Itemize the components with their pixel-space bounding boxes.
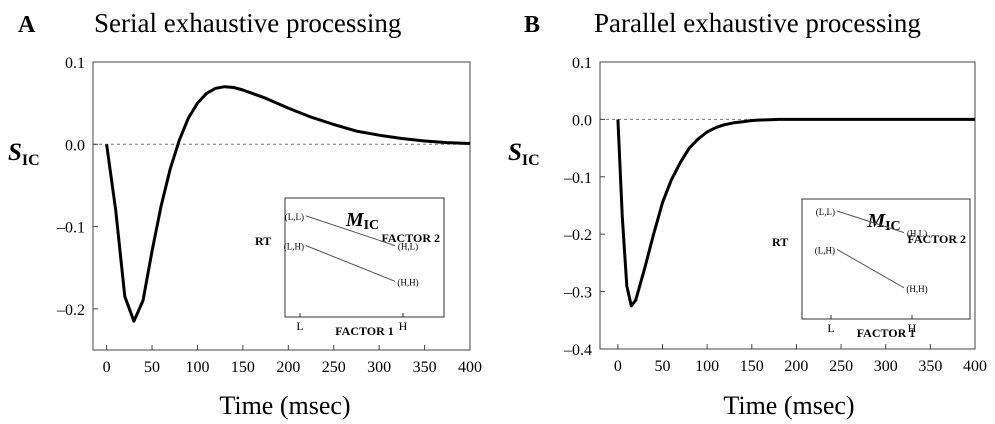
inset-interaction-line: [836, 248, 905, 289]
panel-parallel: B Parallel exhaustive processing SIC Tim…: [498, 0, 995, 424]
inset-legend-label: FACTOR 2: [381, 231, 440, 245]
x-tick-label: 300: [874, 358, 898, 375]
x-axis-label: Time (msec): [219, 391, 350, 420]
inset-x-tick-label: H: [908, 321, 917, 335]
inset-x-label: FACTOR 1: [335, 324, 394, 338]
x-tick-label: 0: [103, 359, 111, 376]
inset-interaction-line: [305, 245, 396, 282]
plot-frame: [92, 61, 471, 351]
inset-x-tick-label: H: [399, 319, 408, 333]
panel-serial: A Serial exhaustive processing SIC Time …: [8, 8, 482, 420]
inset-interaction-line: [836, 210, 905, 234]
inset-legend-label: FACTOR 2: [907, 232, 966, 246]
y-tick-label: –0.2: [563, 227, 592, 244]
inset-x-label: FACTOR 1: [857, 326, 916, 340]
panel-letter: A: [18, 12, 36, 38]
inset-interaction-line: [305, 215, 396, 247]
inset-x-tick-label: L: [296, 319, 303, 333]
sic-chart-serial: A Serial exhaustive processing SIC Time …: [8, 8, 482, 420]
inset-point-label: (L,L): [816, 207, 835, 217]
y-tick-label: –0.3: [563, 285, 592, 302]
chart-title: Parallel exhaustive processing: [594, 8, 921, 38]
x-tick-label: 150: [231, 359, 255, 376]
x-tick-label: 50: [655, 358, 671, 375]
x-tick-label: 200: [784, 358, 808, 375]
x-tick-label: 100: [185, 359, 209, 376]
x-tick-label: 150: [740, 358, 764, 375]
inset-point-label: (L,H): [815, 245, 835, 255]
y-tick-label: –0.4: [563, 342, 592, 359]
inset-y-label: RT: [255, 234, 271, 248]
y-tick-label: –0.1: [563, 170, 592, 187]
x-tick-label: 250: [322, 359, 346, 376]
inset-y-label: RT: [772, 235, 788, 249]
y-tick-label: –0.2: [56, 302, 85, 319]
x-tick-label: 50: [144, 359, 160, 376]
inset-frame: [284, 197, 445, 318]
chart-title: Serial exhaustive processing: [94, 8, 401, 38]
sic-curve: [105, 85, 471, 323]
y-tick-label: 0.0: [572, 112, 592, 129]
x-tick-label: 100: [695, 358, 719, 375]
inset-frame: [801, 198, 971, 320]
y-tick-label: 0.1: [65, 55, 85, 72]
inset-point-label: (L,H): [284, 242, 304, 252]
x-tick-label: 0: [614, 358, 622, 375]
plot-frame: [599, 61, 976, 350]
x-tick-label: 400: [963, 358, 987, 375]
inset-x-tick-label: L: [827, 321, 834, 335]
x-tick-label: 350: [918, 358, 942, 375]
inset-point-label: (H,L): [907, 229, 927, 239]
y-tick-label: 0.1: [572, 55, 592, 72]
x-tick-label: 300: [367, 359, 391, 376]
inset-title: MIC: [345, 209, 379, 233]
y-tick-label: 0.0: [65, 137, 85, 154]
sic-curve: [616, 117, 975, 308]
y-axis-label: SIC: [508, 139, 540, 169]
y-axis-label: SIC: [8, 139, 40, 169]
x-tick-label: 200: [276, 359, 300, 376]
inset-point-label: (H,H): [906, 284, 927, 294]
x-tick-label: 400: [458, 359, 482, 376]
panel-letter: B: [524, 12, 540, 38]
inset-point-label: (L,L): [285, 212, 304, 222]
y-tick-label: –0.1: [56, 220, 85, 237]
x-tick-label: 250: [829, 358, 853, 375]
x-axis-label: Time (msec): [723, 391, 854, 420]
inset-point-label: (H,H): [397, 277, 418, 287]
inset-point-label: (H,L): [398, 242, 418, 252]
sic-chart-parallel: B Parallel exhaustive processing SIC Tim…: [508, 8, 987, 420]
x-tick-label: 350: [413, 359, 437, 376]
